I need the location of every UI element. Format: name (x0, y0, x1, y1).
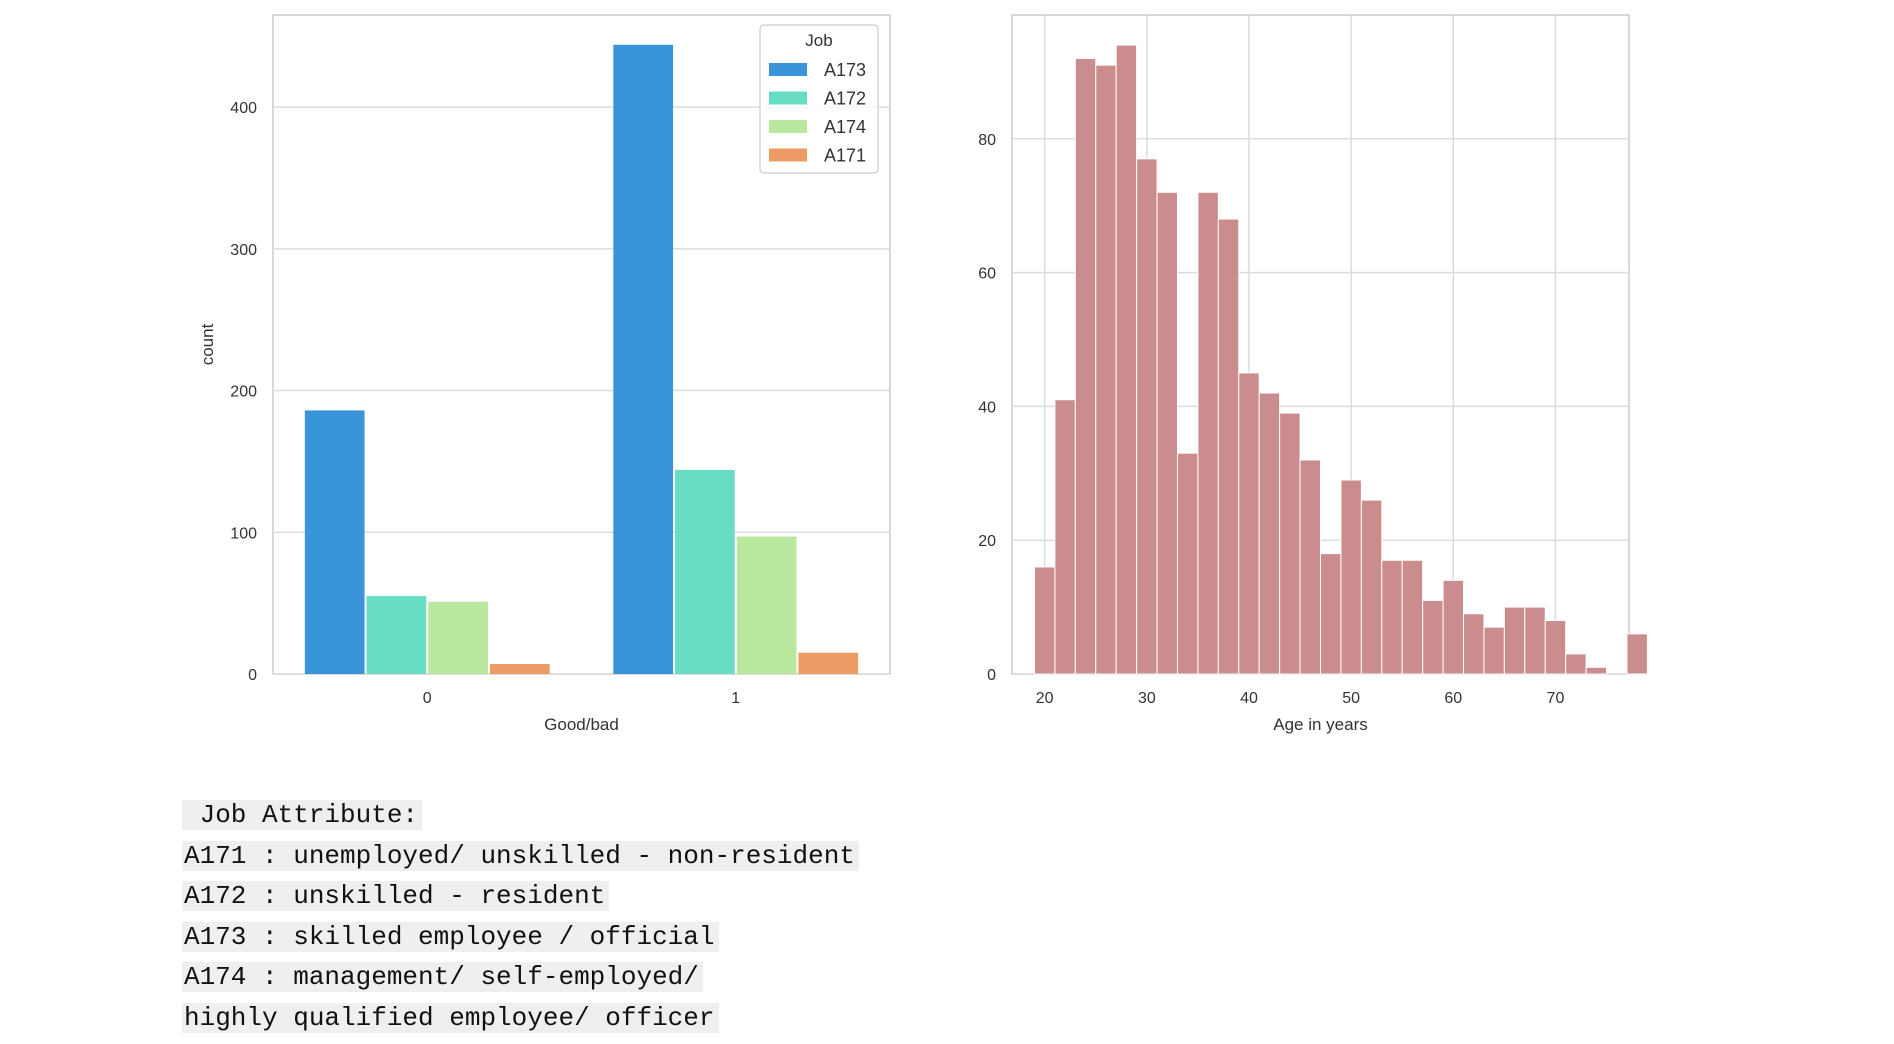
histogram-bar (1238, 372, 1260, 675)
histogram-bar (1074, 57, 1097, 675)
y-tick-label: 0 (987, 667, 996, 684)
legend-box (759, 24, 879, 174)
histogram-bar (1033, 566, 1056, 675)
job-count-bar-chart: 0 100 200 300 400 0 1 Good/bad count Job A173 A172 A… (198, 14, 891, 734)
histogram-bar (1340, 479, 1362, 675)
histogram-bar (1401, 559, 1424, 675)
bar-a172-1 (675, 469, 735, 674)
y-tick-label: 20 (978, 533, 996, 550)
notes-line-a171: A171 : unemployed/ unskilled - non-resid… (182, 836, 859, 877)
histogram-bar (1483, 626, 1505, 675)
histogram-bar (1503, 606, 1526, 675)
x-tick-label: 30 (1138, 690, 1156, 707)
x-axis-label: Good/bad (544, 715, 619, 734)
histogram-bar (1463, 613, 1485, 675)
legend-swatch-a172 (769, 91, 807, 105)
x-tick-label: 70 (1547, 690, 1565, 707)
x-tick-label: 20 (1036, 690, 1054, 707)
x-tick-label: 60 (1444, 690, 1462, 707)
bar-a173-1 (613, 44, 674, 674)
legend-label-a171: A171 (824, 146, 866, 166)
histogram-bar (1299, 459, 1322, 675)
y-tick-label: 400 (230, 100, 257, 117)
legend-title: Job (805, 31, 832, 50)
histogram-bar (1176, 452, 1199, 675)
age-histogram: 0 20 40 60 80 20 30 40 50 60 70 Age in years (978, 14, 1648, 734)
histogram-bar (1524, 606, 1546, 675)
legend-label-a172: A172 (824, 89, 866, 109)
histogram-bar (1115, 44, 1138, 675)
histogram-bar (1279, 412, 1301, 675)
bar-a171-0 (489, 664, 550, 674)
x-tick-label: 0 (423, 690, 432, 707)
notes-line-a174: A174 : management/ self-employed/ (182, 957, 859, 998)
histogram-bar (1626, 633, 1648, 675)
bar-a173-0 (304, 410, 365, 674)
legend-swatch-a171 (769, 148, 807, 162)
histogram-bar (1381, 559, 1403, 675)
notes-line-a173: A173 : skilled employee / official (182, 917, 859, 958)
histogram-bar (1422, 599, 1444, 675)
histogram-bar (1095, 64, 1117, 675)
histogram-bar (1544, 619, 1567, 675)
legend-label-a174: A174 (824, 117, 866, 137)
y-axis-label: count (198, 323, 217, 365)
histogram-bar (1197, 191, 1219, 675)
bar-a171-1 (798, 652, 859, 674)
bar-a174-1 (736, 536, 797, 674)
bar-a174-0 (428, 601, 488, 674)
job-attribute-notes: Job Attribute: A171 : unemployed/ unskil… (182, 795, 859, 1039)
y-tick-label: 300 (230, 242, 257, 259)
notes-line-title: Job Attribute: (182, 795, 859, 836)
legend-swatch-a173 (769, 63, 807, 76)
x-tick-label: 40 (1240, 690, 1258, 707)
x-axis-label: Age in years (1273, 715, 1368, 734)
histogram-bar (1585, 666, 1608, 675)
histogram-bar (1442, 579, 1465, 675)
legend-swatch-a174 (769, 120, 807, 133)
histogram-bar (1136, 158, 1158, 675)
histogram-bar (1054, 399, 1076, 675)
histogram-bar (1258, 392, 1281, 675)
y-tick-label: 200 (230, 384, 257, 401)
y-tick-label: 80 (978, 132, 996, 149)
histogram-bar (1565, 653, 1587, 675)
x-tick-label: 50 (1342, 690, 1360, 707)
y-tick-label: 100 (230, 525, 257, 542)
histogram-bar (1217, 218, 1240, 675)
legend-label-a173: A173 (824, 60, 866, 80)
histogram-bar (1156, 191, 1178, 675)
y-tick-label: 60 (978, 266, 996, 283)
notes-line-a172: A172 : unskilled - resident (182, 876, 859, 917)
x-tick-label: 1 (731, 690, 740, 707)
y-tick-label: 0 (248, 667, 257, 684)
histogram-bar (1320, 553, 1342, 675)
histogram-bar (1360, 499, 1383, 675)
notes-line-a174-cont: highly qualified employee/ officer (182, 998, 859, 1039)
y-tick-label: 40 (978, 399, 996, 416)
bar-a172-0 (366, 596, 427, 674)
